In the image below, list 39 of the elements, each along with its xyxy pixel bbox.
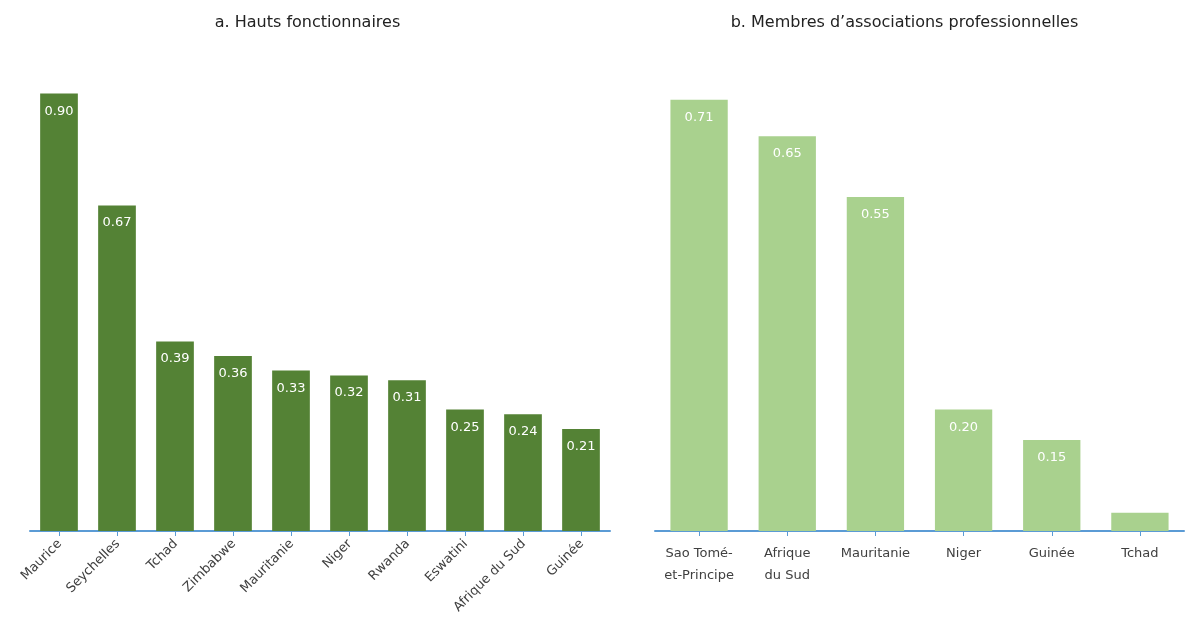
- bar: [562, 428, 600, 531]
- bar: [272, 370, 310, 531]
- x-tick-label: Sao Tomé-et-Principe: [664, 544, 734, 582]
- data-label: 0.24: [508, 423, 538, 439]
- data-label: 0.20: [949, 418, 979, 434]
- data-label: 0.65: [772, 145, 802, 161]
- data-label: 0.55: [860, 205, 890, 221]
- data-label: 0.67: [102, 214, 132, 230]
- bar: [330, 375, 368, 531]
- bar: [934, 409, 993, 531]
- bar: [758, 136, 816, 531]
- data-label: 0.25: [450, 418, 480, 434]
- bar: [214, 356, 252, 531]
- data-label: 0.21: [566, 437, 596, 453]
- data-label: 0.32: [334, 384, 364, 400]
- bar: [504, 414, 542, 531]
- bar: [446, 409, 484, 531]
- x-tick-label: Niger: [946, 544, 982, 560]
- x-tick-label: Afrique du Sud: [764, 544, 811, 582]
- data-label: 0.39: [160, 350, 190, 366]
- data-label: 0.90: [44, 102, 74, 118]
- bar: [388, 380, 426, 531]
- data-label: 0.15: [1037, 448, 1067, 464]
- chart-title: b. Membres d’associations professionnelles: [730, 11, 1079, 31]
- bar: [846, 196, 905, 531]
- x-tick-label: Tchad: [1120, 544, 1159, 560]
- bar: [40, 93, 78, 531]
- chart-title: a. Hauts fonctionnaires: [214, 11, 401, 31]
- data-label: 0.71: [684, 108, 714, 124]
- bar: [98, 205, 136, 531]
- bar: [156, 341, 194, 531]
- bar: [670, 99, 728, 531]
- x-tick-label: Guinée: [1028, 544, 1075, 560]
- data-label: 0.33: [276, 379, 306, 395]
- x-tick-label: Mauritanie: [840, 544, 911, 560]
- data-label: 0.36: [218, 365, 248, 381]
- bar: [1111, 512, 1169, 531]
- data-label: 0.31: [392, 389, 422, 405]
- bar: [1023, 439, 1081, 531]
